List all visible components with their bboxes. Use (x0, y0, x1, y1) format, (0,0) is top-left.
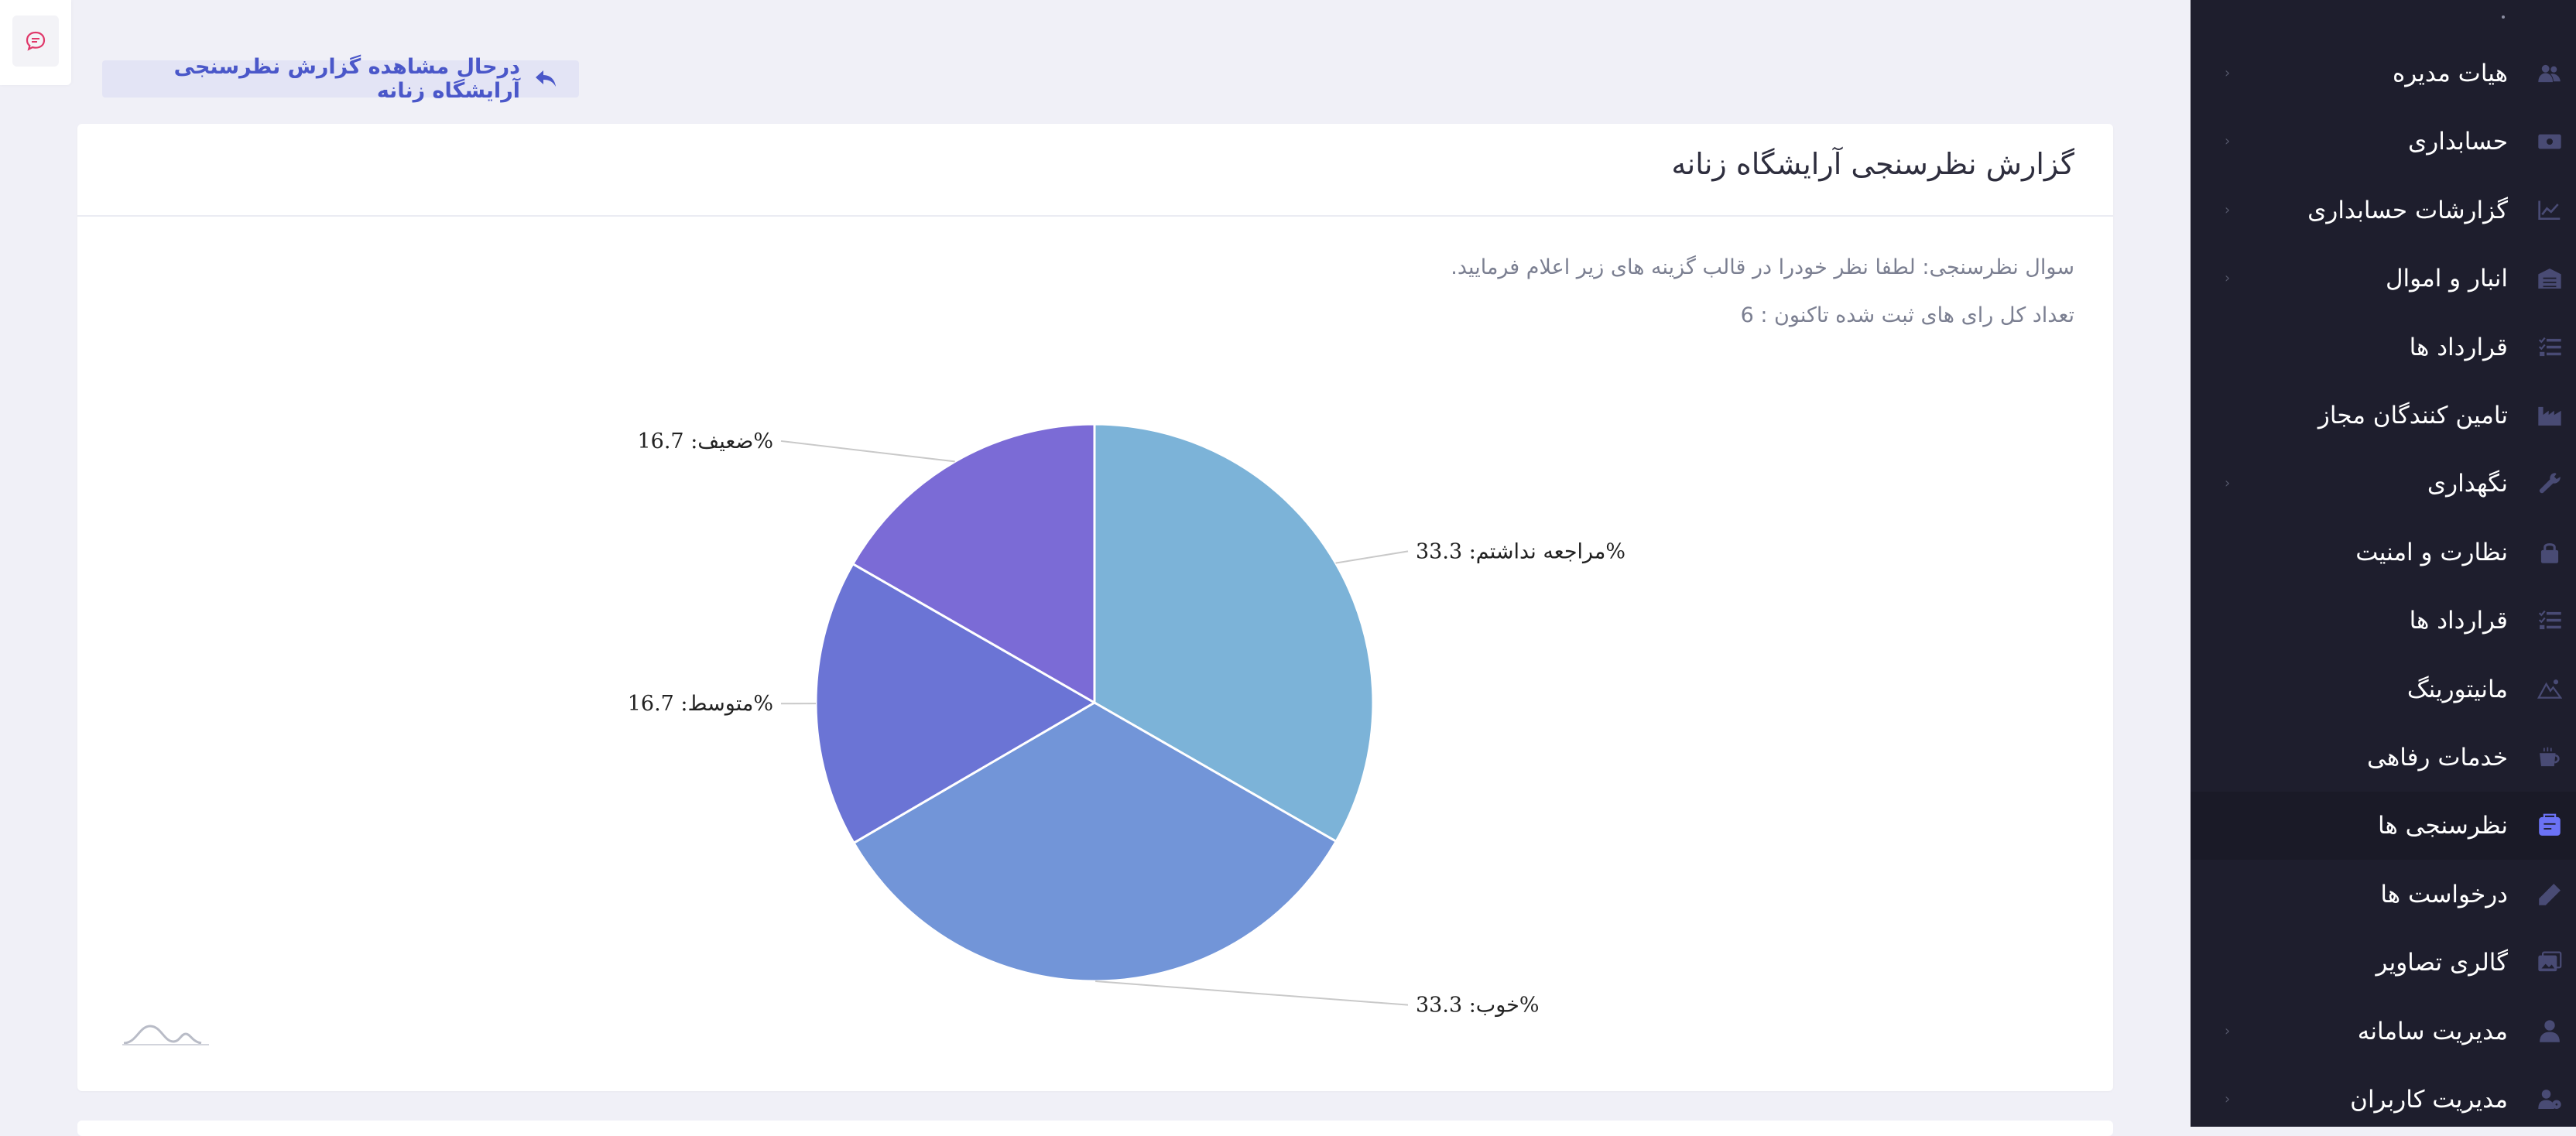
sidebar-item[interactable]: مدیریت سامانه ‹ (2191, 997, 2576, 1066)
images-icon (2536, 949, 2564, 977)
chat-toggle[interactable] (0, 0, 71, 85)
sidebar-item[interactable]: درخواست ها (2191, 861, 2576, 929)
coffee-icon (2536, 744, 2564, 772)
sidebar-item[interactable]: خدمات رفاهی (2191, 724, 2576, 792)
breadcrumb[interactable]: درحال مشاهده گزارش نظرسنجی آرایشگاه زنان… (102, 60, 579, 98)
sidebar-item[interactable]: تامین کنندگان مجاز (2191, 382, 2576, 450)
chart-line-icon (2536, 197, 2564, 224)
pie-slice-label: ضعیف: 16.7% (637, 429, 773, 453)
sidebar-item-label: نظارت و امنیت (2355, 518, 2508, 587)
sidebar-item[interactable]: قرارداد ها (2191, 313, 2576, 382)
sidebar-item-label: انبار و اموال (2386, 245, 2508, 313)
sidebar-item[interactable]: نظرسنجی ها (2191, 792, 2576, 860)
users-icon (2536, 60, 2564, 87)
sidebar-item-label: مدیریت کاربران (2350, 1066, 2508, 1127)
chevron-left-icon: ‹ (2225, 245, 2230, 313)
reply-arrow-icon[interactable] (534, 69, 557, 89)
sidebar-item-label: گالری تصاویر (2376, 929, 2508, 997)
lock-icon (2536, 539, 2564, 566)
mountain-icon (2536, 676, 2564, 703)
chevron-left-icon: ‹ (2225, 108, 2230, 176)
sidebar-item[interactable]: گزارشات حسابداری ‹ (2191, 176, 2576, 245)
pie-slices (816, 424, 1373, 981)
chat-button[interactable] (12, 15, 59, 67)
sidebar-item[interactable]: نگهداری ‹ (2191, 450, 2576, 518)
sidebar-item-label: مدیریت سامانه (2358, 997, 2508, 1066)
pie-leader-line (1336, 551, 1408, 563)
poll-box-icon (2536, 812, 2564, 840)
pie-chart: مراجعه نداشتم: 33.3% خوب: 33.3% متوسط: 16.… (77, 124, 2113, 1091)
sidebar-item[interactable]: قرارداد ها (2191, 587, 2576, 655)
breadcrumb-text: درحال مشاهده گزارش نظرسنجی آرایشگاه زنان… (115, 55, 520, 103)
industry-icon (2536, 402, 2564, 429)
sidebar-item[interactable]: هیات مدیره ‹ (2191, 39, 2576, 108)
sidebar-item[interactable]: انبار و اموال ‹ (2191, 245, 2576, 313)
sidebar-item[interactable]: مانیتورینگ (2191, 655, 2576, 724)
pie-slice-label: مراجعه نداشتم: 33.3% (1416, 539, 1625, 563)
sidebar-item[interactable]: حسابداری ‹ (2191, 108, 2576, 176)
chevron-left-icon: ‹ (2225, 450, 2230, 518)
sidebar-item-label: قرارداد ها (2410, 313, 2508, 382)
sidebar-item[interactable]: مدیریت کاربران ‹ (2191, 1066, 2576, 1127)
sidebar-scroll-dot (2502, 15, 2505, 19)
list-icon (2536, 607, 2564, 635)
chat-bubble-icon (24, 29, 47, 53)
money-icon (2536, 128, 2564, 156)
chevron-left-icon: ‹ (2225, 1066, 2230, 1127)
sidebar-item[interactable]: گالری تصاویر (2191, 929, 2576, 997)
chevron-left-icon: ‹ (2225, 176, 2230, 245)
sidebar: هیات مدیره‹حسابداری‹گزارشات حسابداری‹انب… (2191, 0, 2576, 1127)
chevron-left-icon: ‹ (2225, 997, 2230, 1066)
sidebar-item-label: نگهداری (2427, 450, 2508, 518)
sidebar-item-label: مانیتورینگ (2407, 655, 2508, 724)
sidebar-item-label: قرارداد ها (2410, 587, 2508, 655)
chevron-left-icon: ‹ (2225, 39, 2230, 108)
next-card (77, 1121, 2113, 1136)
pie-leader-line (781, 441, 955, 461)
warehouse-icon (2536, 265, 2564, 293)
user-tie-icon (2536, 1018, 2564, 1045)
sidebar-item-label: گزارشات حسابداری (2307, 176, 2508, 245)
main-content: درحال مشاهده گزارش نظرسنجی آرایشگاه زنان… (0, 0, 2191, 1127)
list-icon (2536, 334, 2564, 361)
wrench-icon (2536, 470, 2564, 498)
sidebar-item-label: درخواست ها (2380, 861, 2508, 929)
sidebar-item-label: تامین کنندگان مجاز (2318, 382, 2508, 450)
pie-slice-label: متوسط: 16.7% (628, 692, 773, 716)
sidebar-item-label: هیات مدیره (2393, 39, 2508, 108)
chart-credit-icon (122, 1026, 209, 1045)
users-cog-icon (2536, 1086, 2564, 1114)
sidebar-item[interactable]: نظارت و امنیت (2191, 518, 2576, 587)
sidebar-item-label: خدمات رفاهی (2367, 724, 2508, 792)
pencil-icon (2536, 881, 2564, 908)
report-card: گزارش نظرسنجی آرایشگاه زنانه سوال نظرسنج… (77, 124, 2113, 1091)
sidebar-item-label: نظرسنجی ها (2378, 792, 2508, 860)
pie-leader-line (1095, 981, 1408, 1005)
sidebar-item-label: حسابداری (2408, 108, 2508, 176)
pie-slice-label: خوب: 33.3% (1416, 994, 1540, 1018)
